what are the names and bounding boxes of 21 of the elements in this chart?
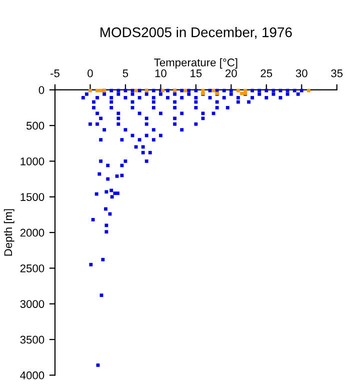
x-tick-label: 10	[155, 69, 166, 78]
x-tick-label: 20	[226, 69, 237, 78]
y-tick-label: 2000	[20, 228, 44, 237]
y-tick-label: 3500	[20, 336, 44, 344]
y-tick-label: 0	[38, 86, 44, 94]
x-tick-label: 35	[331, 69, 343, 78]
y-tick-label: 2500	[20, 264, 44, 272]
x-tick-label: 0	[88, 69, 93, 78]
x-tick-label: 5	[122, 69, 128, 78]
y-tick-label: 4000	[20, 371, 44, 380]
x-tick-label: -5	[50, 69, 60, 78]
y-tick-label: 3000	[20, 300, 44, 308]
x-tick-label: 30	[296, 69, 308, 78]
y-tick-label: 1500	[20, 193, 44, 201]
y-axis-title: Depth [m]	[4, 209, 14, 256]
x-tick-label: 25	[260, 69, 272, 78]
x-tick-label: 15	[190, 69, 202, 78]
y-tick-label: 500	[26, 122, 44, 130]
chart-title: MODS2005 in December, 1976	[100, 27, 292, 39]
x-axis-title: Temperature [°C]	[154, 58, 238, 69]
y-tick-label: 1000	[20, 157, 44, 166]
